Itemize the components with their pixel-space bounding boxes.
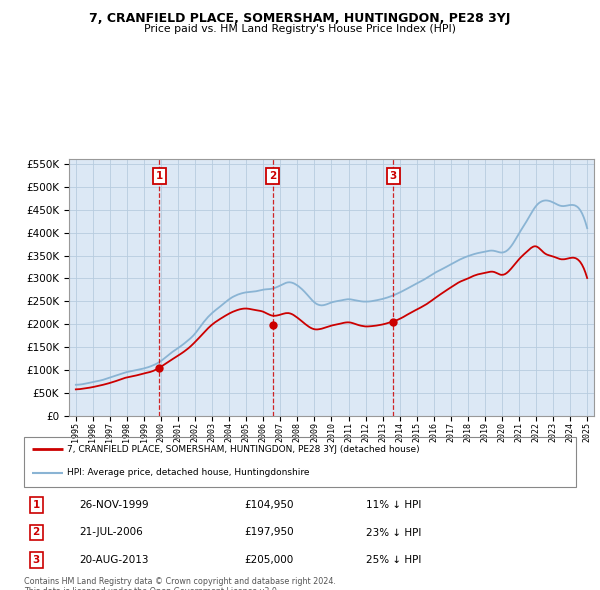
Text: 1: 1 (32, 500, 40, 510)
Text: 11% ↓ HPI: 11% ↓ HPI (366, 500, 422, 510)
Text: 23% ↓ HPI: 23% ↓ HPI (366, 527, 422, 537)
Text: £104,950: £104,950 (245, 500, 295, 510)
Text: Price paid vs. HM Land Registry's House Price Index (HPI): Price paid vs. HM Land Registry's House … (144, 24, 456, 34)
Text: 21-JUL-2006: 21-JUL-2006 (79, 527, 143, 537)
Text: 20-AUG-2013: 20-AUG-2013 (79, 555, 149, 565)
Text: HPI: Average price, detached house, Huntingdonshire: HPI: Average price, detached house, Hunt… (67, 468, 310, 477)
Text: 25% ↓ HPI: 25% ↓ HPI (366, 555, 422, 565)
Text: 26-NOV-1999: 26-NOV-1999 (79, 500, 149, 510)
Text: 2: 2 (269, 171, 277, 181)
Text: £197,950: £197,950 (245, 527, 295, 537)
Text: 2: 2 (32, 527, 40, 537)
Text: 7, CRANFIELD PLACE, SOMERSHAM, HUNTINGDON, PE28 3YJ: 7, CRANFIELD PLACE, SOMERSHAM, HUNTINGDO… (89, 12, 511, 25)
Text: £205,000: £205,000 (245, 555, 294, 565)
Text: 7, CRANFIELD PLACE, SOMERSHAM, HUNTINGDON, PE28 3YJ (detached house): 7, CRANFIELD PLACE, SOMERSHAM, HUNTINGDO… (67, 445, 419, 454)
Text: 3: 3 (32, 555, 40, 565)
Text: 3: 3 (390, 171, 397, 181)
Text: 1: 1 (156, 171, 163, 181)
Text: Contains HM Land Registry data © Crown copyright and database right 2024.
This d: Contains HM Land Registry data © Crown c… (24, 577, 336, 590)
